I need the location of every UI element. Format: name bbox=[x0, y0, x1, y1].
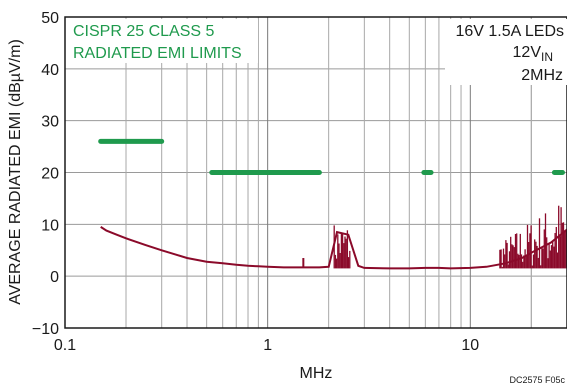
conditions-vin-subscript: IN bbox=[541, 50, 553, 64]
conditions-line1: 16V 1.5A LEDs bbox=[455, 23, 564, 40]
emi-trace bbox=[100, 226, 567, 270]
x-tick-label: 0.1 bbox=[54, 337, 76, 354]
y-tick-label: 10 bbox=[41, 217, 59, 234]
y-tick-label: 50 bbox=[41, 10, 59, 27]
tick-labels: 50 40 30 20 10 0 −100.1 1 10 bbox=[32, 10, 479, 354]
y-axis-label: AVERAGE RADIATED EMI (dBµV/m) bbox=[7, 39, 24, 305]
x-tick-label: 10 bbox=[461, 337, 479, 354]
plot-border bbox=[64, 16, 567, 329]
x-tick-label: 1 bbox=[263, 337, 272, 354]
y-tick-label: 20 bbox=[41, 166, 59, 183]
plot-frame bbox=[64, 16, 567, 329]
emi-noise-band bbox=[333, 225, 351, 269]
figure-code: DC2575 F05c bbox=[509, 375, 565, 385]
conditions-line3: 2MHz bbox=[521, 67, 563, 84]
limit-lines bbox=[98, 138, 565, 175]
emi-noise-band bbox=[499, 205, 567, 269]
conditions-line2: 12VIN bbox=[513, 44, 553, 64]
x-axis-label: MHz bbox=[300, 365, 333, 382]
conditions-vin: 12V bbox=[513, 44, 542, 61]
emi-series bbox=[100, 205, 567, 270]
limits-label-bg bbox=[68, 19, 258, 63]
y-tick-label: 30 bbox=[41, 114, 59, 131]
conditions-bg bbox=[445, 19, 567, 85]
limits-label-line1: CISPR 25 CLASS 5 bbox=[73, 23, 215, 40]
y-tick-label: 0 bbox=[50, 269, 59, 286]
y-tick-label: −10 bbox=[32, 321, 59, 338]
conditions-load: 16V 1.5A LEDs bbox=[455, 23, 564, 40]
limits-label-line2: RADIATED EMI LIMITS bbox=[73, 45, 242, 62]
y-tick-label: 40 bbox=[41, 62, 59, 79]
